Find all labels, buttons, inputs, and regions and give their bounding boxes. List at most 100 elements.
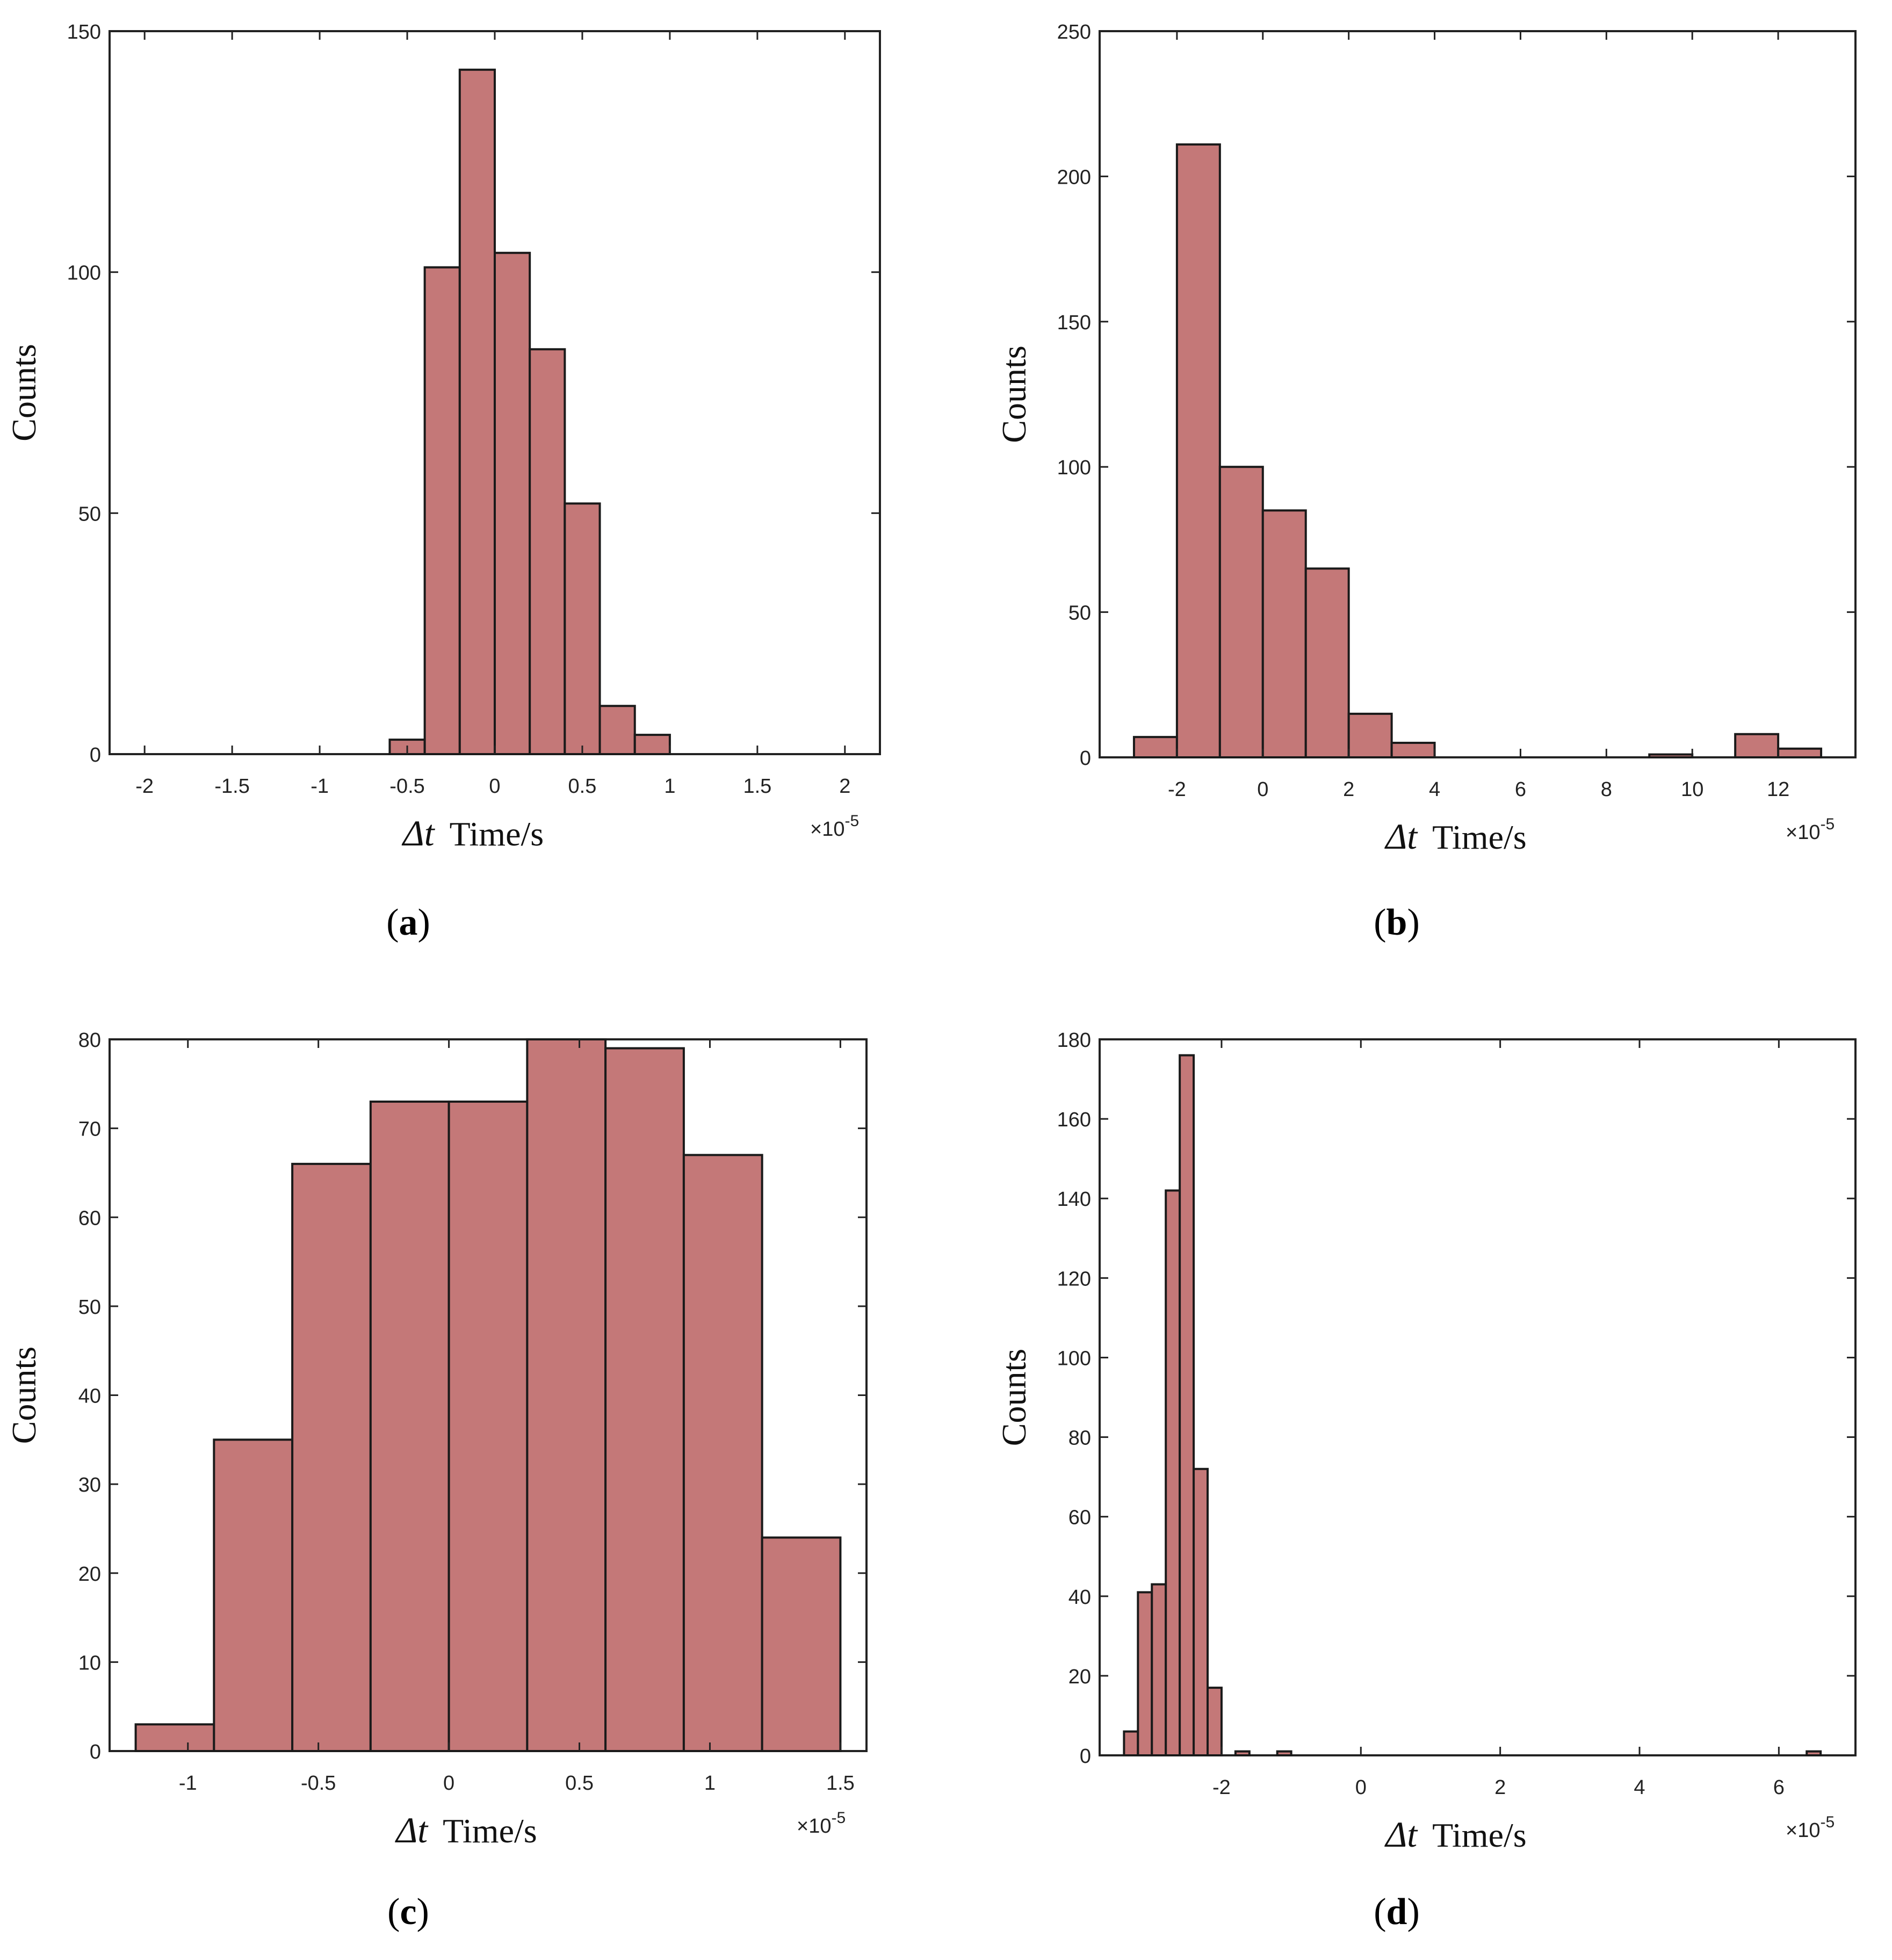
x-tick-label: 2 <box>1494 1776 1506 1799</box>
y-tick-label: 0 <box>90 1741 101 1763</box>
histogram-bar <box>494 251 531 756</box>
histogram-bars <box>1132 143 1823 759</box>
histogram-bar <box>369 1100 450 1752</box>
y-tick-label: 60 <box>1068 1507 1091 1529</box>
x-exponent-power: -5 <box>1820 815 1835 833</box>
y-tick-label: 140 <box>1057 1188 1091 1211</box>
x-tick-label: 4 <box>1634 1776 1645 1799</box>
histogram-bar <box>1261 509 1307 758</box>
x-exponent-base: ×10 <box>797 1815 831 1838</box>
y-tick-label: 0 <box>1080 747 1091 770</box>
x-tick-label: -0.5 <box>389 775 424 798</box>
histogram-bar <box>213 1438 294 1752</box>
y-tick-label: 70 <box>78 1118 101 1141</box>
x-axis-label-unit: Time/s <box>1432 818 1527 856</box>
x-tick-label: -2 <box>1168 778 1186 801</box>
caption-paren-open: ( <box>1374 1891 1386 1933</box>
y-tick-label: 80 <box>78 1029 101 1052</box>
y-tick-label: 120 <box>1057 1268 1091 1290</box>
histogram-bar <box>1234 1750 1251 1757</box>
x-axis-label: Δt Time/s <box>1384 1814 1526 1855</box>
x-tick-label: 1 <box>664 775 675 798</box>
x-tick-label: 8 <box>1601 778 1612 801</box>
histogram-bar <box>291 1162 372 1752</box>
y-tick-label: 30 <box>78 1474 101 1496</box>
y-tick-label: 50 <box>1068 602 1091 625</box>
histogram-bar <box>1276 1750 1292 1757</box>
x-tick-label: -2 <box>135 775 154 798</box>
y-tick-label: 0 <box>90 744 101 766</box>
x-axis-label: Δt Time/s <box>394 1810 537 1850</box>
histogram-bar <box>604 1047 685 1752</box>
x-axis-label-symbol: Δt <box>1384 1814 1418 1855</box>
x-tick-label: 0 <box>489 775 500 798</box>
y-tick-label: 50 <box>78 503 101 525</box>
x-axis-label-unit: Time/s <box>450 815 544 853</box>
histogram-bar <box>1179 1054 1195 1756</box>
x-axis-label-symbol: Δt <box>401 813 436 854</box>
histogram-bar <box>1137 1591 1153 1757</box>
y-tick-label: 60 <box>78 1207 101 1229</box>
x-exponent-power: -5 <box>831 1809 846 1827</box>
y-tick-label: 100 <box>67 262 101 285</box>
x-exponent-base: ×10 <box>810 818 844 841</box>
histogram-bar <box>682 1154 763 1752</box>
caption-letter: a <box>399 902 418 943</box>
histogram-bar <box>529 348 566 755</box>
x-tick-label: 0 <box>443 1772 454 1795</box>
x-exponent-label: ×10-5 <box>810 812 859 841</box>
histogram-bar <box>1132 736 1178 759</box>
x-tick-label: 2 <box>839 775 850 798</box>
panel-caption: (c) <box>387 1891 429 1933</box>
plot-frame <box>1099 30 1857 758</box>
y-tick-label: 100 <box>1057 457 1091 479</box>
panel-c: -1 -0.5 0 0.5 1 1.5 0 10 20 30 40 50 60 70 80 Counts Δt T… <box>5 1029 868 1933</box>
histogram-bar <box>447 1100 529 1752</box>
histogram-bars <box>1123 1054 1822 1757</box>
caption-paren-close: ) <box>418 902 430 943</box>
histogram-bar <box>1151 1583 1167 1756</box>
histogram-bar <box>423 266 461 755</box>
x-tick-label: 1 <box>704 1772 716 1795</box>
y-axis-label: Counts <box>995 345 1033 443</box>
x-tick-label: -1.5 <box>214 775 249 798</box>
y-tick-label: 150 <box>1057 312 1091 334</box>
x-axis-label-symbol: Δt <box>394 1810 429 1850</box>
x-tick-label: 0 <box>1355 1776 1367 1799</box>
panel-caption: (d) <box>1374 1891 1420 1933</box>
x-exponent-label: ×10-5 <box>797 1809 846 1838</box>
histogram-bar <box>1390 741 1436 758</box>
y-tick-label: 40 <box>78 1385 101 1408</box>
caption-paren-open: ( <box>387 1891 400 1933</box>
histogram-bar <box>1123 1730 1139 1756</box>
caption-letter: c <box>400 1891 416 1933</box>
y-tick-label: 20 <box>78 1563 101 1586</box>
caption-paren-close: ) <box>1407 1891 1419 1933</box>
x-axis-label: Δt Time/s <box>401 813 544 854</box>
panel-caption: (a) <box>386 902 430 943</box>
x-exponent-power: -5 <box>1820 1813 1835 1831</box>
y-tick-label: 180 <box>1057 1029 1091 1052</box>
histogram-bar <box>1347 712 1393 759</box>
histogram-bar <box>1304 567 1350 758</box>
histogram-bar <box>526 1038 607 1752</box>
caption-letter: d <box>1386 1891 1407 1933</box>
histogram-bar <box>1218 466 1264 758</box>
histogram-bars <box>134 1038 842 1752</box>
panel-caption: (b) <box>1374 902 1420 943</box>
x-tick-label: 0 <box>1257 778 1268 801</box>
histogram-bar <box>598 705 636 756</box>
x-axis-label-symbol: Δt <box>1384 816 1418 857</box>
x-tick-label: 0.5 <box>568 775 597 798</box>
y-tick-label: 200 <box>1057 166 1091 189</box>
x-tick-label: 4 <box>1429 778 1440 801</box>
histogram-bars <box>388 68 671 756</box>
x-exponent-label: ×10-5 <box>1786 815 1835 844</box>
y-axis-label: Counts <box>5 344 43 441</box>
x-tick-label: -1 <box>310 775 329 798</box>
histogram-bar <box>1193 1467 1209 1757</box>
x-tick-label: 12 <box>1767 778 1789 801</box>
y-tick-label: 250 <box>1057 21 1091 44</box>
x-tick-label: 1.5 <box>743 775 771 798</box>
